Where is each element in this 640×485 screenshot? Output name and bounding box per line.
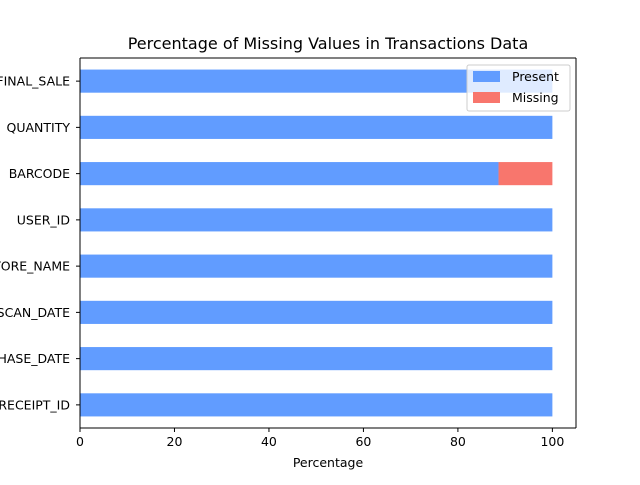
bar-present-final-sale (80, 69, 553, 93)
x-tick-label: 20 (167, 434, 183, 449)
y-axis: RECEIPT_ID PURCHASE_DATE SCAN_DATE STORE_NA… (0, 58, 81, 428)
x-tick-label: 100 (540, 434, 564, 449)
x-axis: 0 20 40 60 80 100 (76, 427, 576, 449)
bar-present-quantity (80, 115, 553, 139)
bar-present-barcode (80, 162, 499, 186)
y-tick-label: PURCHASE_DATE (0, 351, 70, 366)
bar-present-purchase-date (80, 347, 553, 371)
bar-present-store-name (80, 254, 553, 278)
x-axis-label: Percentage (293, 455, 364, 470)
bar-present-receipt-id (80, 393, 553, 417)
x-tick-label: 0 (76, 434, 84, 449)
legend-label-missing: Missing (512, 90, 559, 105)
bar-missing-barcode (498, 162, 553, 186)
y-tick-label: USER_ID (17, 212, 70, 227)
y-tick-label: QUANTITY (7, 120, 71, 135)
x-tick-label: 80 (450, 434, 466, 449)
x-tick-label: 40 (261, 434, 277, 449)
legend-swatch-missing (473, 92, 500, 103)
y-tick-label: BARCODE (9, 166, 70, 181)
bar-present-scan-date (80, 300, 553, 324)
legend-label-present: Present (512, 69, 559, 84)
legend-swatch-present (473, 71, 500, 82)
plot-area (80, 57, 577, 428)
x-tick-label: 60 (355, 434, 371, 449)
legend: Present Missing (466, 64, 571, 112)
bar-present-user-id (80, 208, 553, 232)
y-tick-label: RECEIPT_ID (0, 397, 70, 412)
y-tick-label: SCAN_DATE (0, 305, 70, 320)
chart-title: Percentage of Missing Values in Transact… (128, 34, 529, 53)
y-tick-label: STORE_NAME (0, 259, 70, 274)
y-tick-label: FINAL_SALE (0, 74, 70, 89)
